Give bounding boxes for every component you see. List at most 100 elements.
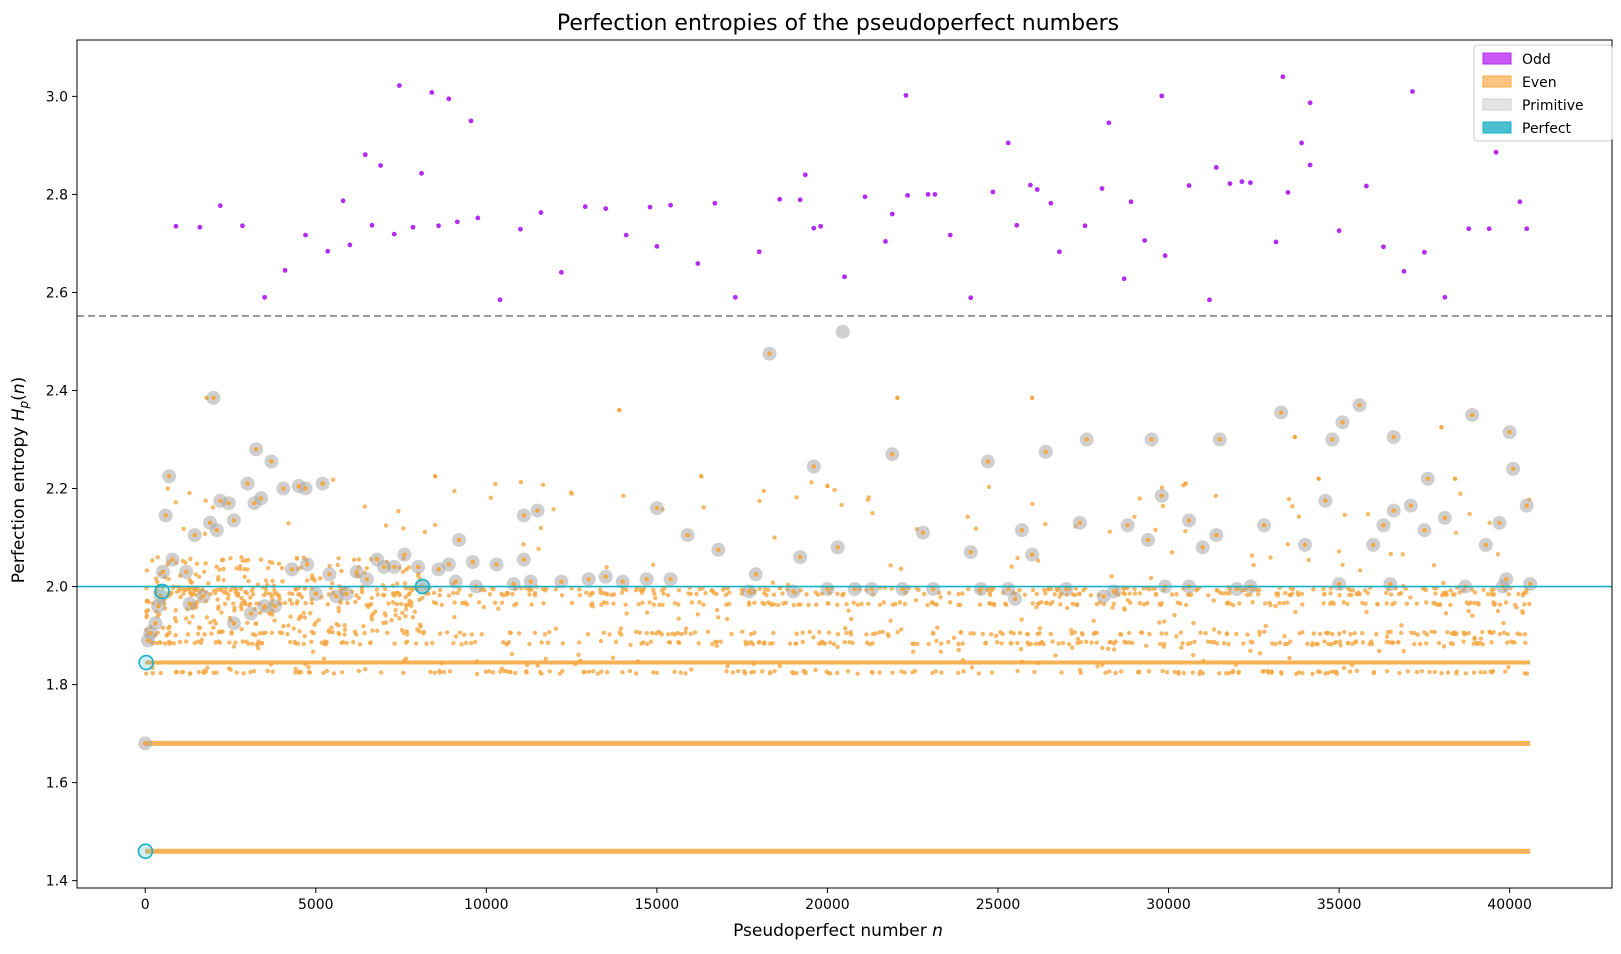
even-point (1032, 669, 1037, 675)
even-point (1300, 630, 1305, 635)
even-point (1234, 586, 1239, 592)
even-point (1172, 612, 1177, 618)
even-point (1321, 601, 1326, 606)
even-point (239, 595, 244, 601)
even-point (660, 602, 665, 607)
even-point (183, 560, 188, 565)
even-point (463, 601, 468, 606)
even-point (1311, 587, 1316, 592)
even-point (1137, 591, 1143, 596)
even-point (1357, 402, 1362, 408)
even-point (599, 602, 604, 607)
even-point (1397, 670, 1402, 676)
even-point (272, 618, 277, 623)
even-point (921, 591, 927, 597)
even-point (174, 589, 180, 595)
odd-point (1248, 180, 1253, 186)
even-point (1450, 592, 1456, 597)
even-point (517, 631, 522, 636)
even-point (1223, 671, 1229, 676)
even-point (267, 559, 273, 565)
even-point (532, 630, 538, 636)
even-point (730, 670, 736, 675)
even-point (821, 640, 826, 645)
even-point (604, 565, 609, 570)
even-point (508, 630, 513, 636)
even-point (342, 632, 347, 637)
even-point (143, 741, 148, 746)
even-point (501, 639, 506, 645)
legend-label-odd: Odd (1522, 52, 1551, 68)
even-point (145, 608, 151, 613)
odd-point (1381, 244, 1386, 250)
even-point (1310, 640, 1316, 646)
even-point (540, 482, 546, 488)
even-point (1329, 669, 1335, 674)
even-point (1135, 670, 1141, 675)
even-point (720, 587, 726, 592)
even-point (1497, 631, 1503, 637)
even-point (181, 526, 186, 532)
even-point (398, 601, 404, 607)
even-point (219, 610, 224, 615)
even-point (1354, 668, 1360, 674)
even-point (1159, 601, 1165, 606)
even-point (1295, 590, 1300, 595)
even-point (598, 638, 604, 644)
odd-point (925, 192, 931, 197)
even-point (1153, 592, 1159, 597)
even-point (1159, 485, 1165, 490)
even-point (353, 632, 359, 637)
even-point (451, 641, 456, 646)
odd-point (862, 194, 868, 200)
even-point (1153, 527, 1158, 533)
even-point (913, 598, 918, 603)
even-point (938, 595, 943, 600)
even-point (1025, 640, 1030, 645)
even-point (934, 602, 939, 607)
even-point (211, 588, 217, 593)
even-point (339, 640, 344, 645)
even-point (1009, 564, 1014, 569)
even-point (793, 641, 798, 646)
even-point (772, 668, 777, 674)
even-point (1341, 600, 1346, 605)
even-point (407, 598, 412, 604)
odd-point (889, 211, 895, 217)
even-point (231, 518, 237, 523)
even-point (238, 604, 244, 609)
odd-point (362, 152, 368, 158)
even-point (1507, 429, 1512, 435)
even-point (1317, 669, 1323, 675)
even-point (1069, 628, 1074, 633)
even-point (1439, 425, 1444, 430)
even-point (521, 513, 527, 518)
even-point (410, 587, 415, 593)
even-point (1200, 545, 1205, 550)
even-point (305, 562, 310, 567)
legend: Odd Even Primitive Perfect (1473, 44, 1613, 142)
even-point (1224, 632, 1230, 637)
even-point (1365, 590, 1370, 596)
even-point (211, 395, 216, 401)
even-point (569, 491, 575, 496)
odd-point (1280, 74, 1286, 80)
even-point (1095, 664, 1100, 669)
even-point (859, 601, 864, 607)
even-point (281, 486, 286, 491)
even-point (222, 601, 228, 607)
even-point (1043, 449, 1048, 454)
even-point (624, 611, 629, 616)
even-point (649, 630, 655, 636)
even-point (577, 587, 582, 592)
even-point (227, 640, 232, 645)
even-point (1512, 602, 1518, 608)
even-point (460, 600, 465, 606)
even-point (1431, 600, 1436, 606)
even-point (1088, 593, 1094, 598)
even-point (657, 630, 663, 635)
even-point (263, 578, 269, 583)
even-point (620, 670, 625, 675)
y-tick-label: 2.8 (46, 187, 68, 203)
even-point (289, 601, 295, 606)
